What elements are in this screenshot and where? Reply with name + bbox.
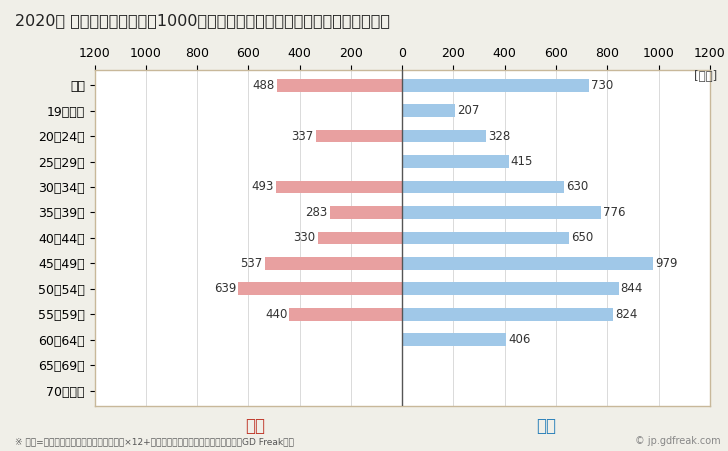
Text: 630: 630 [566,180,588,193]
Text: 979: 979 [655,257,678,270]
Bar [402,206,601,219]
Text: 406: 406 [508,333,531,346]
Text: 730: 730 [591,78,614,92]
Text: ※ 年収=「きまって支給する現金給与額」×12+「年間賞与その他特別給与額」としてGD Freak推計: ※ 年収=「きまって支給する現金給与額」×12+「年間賞与その他特別給与額」とし… [15,437,293,446]
Text: 488: 488 [253,78,275,92]
Text: 493: 493 [251,180,274,193]
Bar [402,282,619,295]
Bar [402,155,509,168]
Bar [402,79,590,92]
Text: 415: 415 [510,155,533,168]
Bar [330,206,402,219]
Text: 328: 328 [488,129,510,143]
Text: 女性: 女性 [245,417,265,435]
Text: © jp.gdfreak.com: © jp.gdfreak.com [635,437,721,446]
Text: 440: 440 [265,308,288,321]
Text: 2020年 民間企業（従業者数1000人以上）フルタイム労働者の男女別平均年収: 2020年 民間企業（従業者数1000人以上）フルタイム労働者の男女別平均年収 [15,14,389,28]
Bar [264,257,402,270]
Text: 537: 537 [240,257,263,270]
Text: [万円]: [万円] [694,70,717,83]
Bar [277,79,402,92]
Bar [316,130,402,143]
Bar [402,104,455,117]
Bar [402,257,653,270]
Bar [402,130,486,143]
Text: 650: 650 [571,231,593,244]
Bar [402,181,563,193]
Text: 330: 330 [293,231,315,244]
Bar [317,231,402,244]
Text: 283: 283 [305,206,328,219]
Bar [402,333,506,346]
Text: 824: 824 [615,308,638,321]
Bar [276,181,402,193]
Text: 男性: 男性 [536,417,556,435]
Text: 844: 844 [620,282,643,295]
Text: 207: 207 [457,104,480,117]
Text: 776: 776 [604,206,625,219]
Text: 639: 639 [214,282,237,295]
Text: 337: 337 [291,129,314,143]
Bar [402,308,614,321]
Bar [239,282,402,295]
Bar [402,231,569,244]
Bar [290,308,402,321]
